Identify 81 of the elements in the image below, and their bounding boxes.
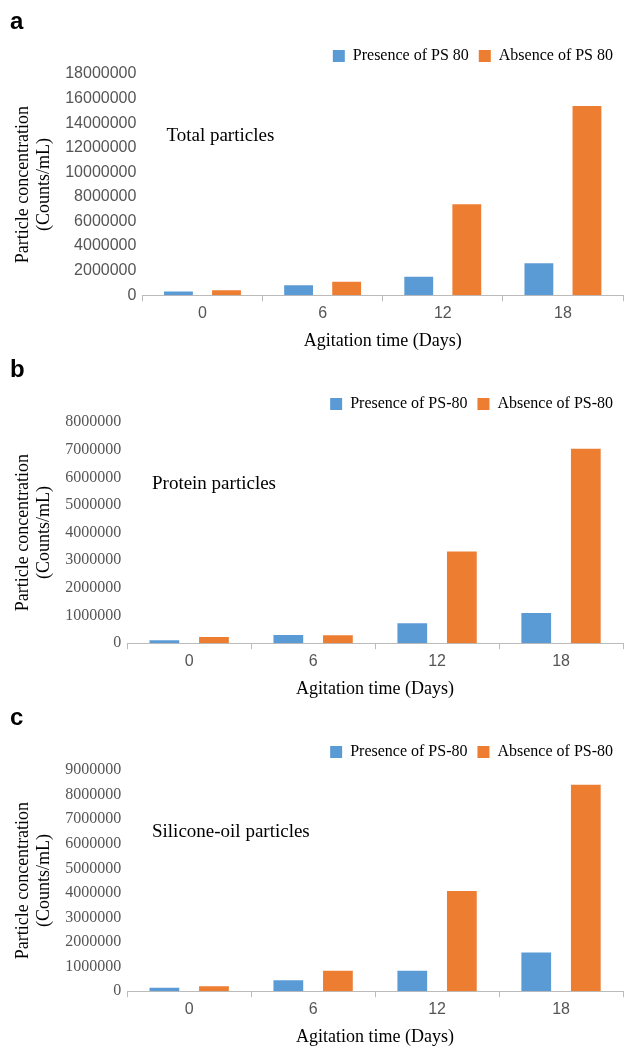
bar (323, 635, 353, 644)
x-tick-label: 18 (552, 652, 571, 670)
bar (446, 890, 477, 992)
y-tick-label: 8000000 (74, 187, 137, 205)
y-tick-label: 10000000 (65, 162, 137, 180)
legend-label: Absence of PS-80 (497, 394, 614, 412)
y-tick-label: 5000000 (65, 495, 122, 513)
x-tick-label: 18 (554, 304, 572, 322)
legend-label: Absence of PS 80 (498, 46, 614, 64)
bar (397, 623, 428, 644)
x-tick-label: 12 (428, 652, 447, 670)
y-tick-label: 5000000 (65, 858, 122, 876)
x-tick-label: 6 (318, 304, 328, 322)
x-tick-label: 6 (308, 652, 318, 670)
bar (524, 263, 554, 296)
legend-label: Absence of PS-80 (497, 742, 614, 760)
text: b (10, 354, 25, 382)
x-axis-title: Agitation time (Days) (296, 677, 455, 699)
bar (284, 285, 314, 296)
y-tick-label: 1000000 (65, 956, 122, 974)
x-tick-label: 18 (552, 1000, 571, 1018)
y-tick-label: 7000000 (65, 439, 122, 457)
bar (521, 613, 552, 644)
y-axis-title: Particle concentration (Counts/mL) (11, 105, 55, 264)
x-tick-label: 12 (428, 1000, 447, 1018)
bar (273, 980, 304, 992)
bar (572, 105, 602, 296)
y-axis-title: Particle concentration (Counts/mL) (11, 453, 55, 612)
bar (521, 952, 552, 992)
y-tick-label: 9000000 (65, 760, 122, 778)
x-tick-label: 12 (433, 304, 452, 322)
y-tick-label: 0 (127, 285, 137, 303)
bar (199, 986, 229, 992)
text: Protein particles (151, 471, 276, 493)
y-tick-label: 7000000 (65, 809, 122, 827)
y-axis-title: Particle concentration (Counts/mL) (11, 801, 55, 960)
y-tick-label: 6000000 (65, 833, 122, 851)
y-tick-label: 8000000 (65, 412, 122, 430)
bar (149, 640, 180, 644)
y-tick-label: 0 (113, 633, 122, 651)
y-tick-label: 6000000 (74, 211, 137, 229)
text: c (10, 702, 24, 730)
bar (212, 290, 241, 296)
legend-label: Presence of PS-80 (350, 742, 468, 760)
y-tick-label: 14000000 (65, 113, 137, 131)
x-axis-title: Agitation time (Days) (296, 1025, 455, 1047)
x-tick-label: 0 (184, 1000, 194, 1018)
bar (570, 784, 601, 992)
y-tick-label: 4000000 (74, 236, 137, 254)
y-tick-label: 3000000 (65, 550, 122, 568)
y-tick-label: 6000000 (65, 467, 122, 485)
bar (570, 448, 601, 644)
x-tick-label: 6 (308, 1000, 318, 1018)
bar (199, 637, 229, 644)
y-tick-label: 0 (113, 981, 122, 999)
x-tick-label: 0 (198, 304, 208, 322)
y-tick-label: 1000000 (65, 605, 122, 623)
y-tick-label: 2000000 (74, 261, 137, 279)
bar (332, 281, 362, 296)
bar (273, 634, 304, 644)
legend-label: Presence of PS-80 (350, 394, 468, 412)
bar (323, 970, 353, 992)
bar (404, 276, 434, 296)
y-tick-label: 18000000 (65, 64, 137, 82)
y-tick-label: 3000000 (65, 907, 122, 925)
y-tick-label: 2000000 (65, 578, 122, 596)
text: Silicone-oil particles (151, 819, 310, 841)
y-tick-label: 12000000 (65, 138, 137, 156)
y-tick-label: 2000000 (65, 932, 122, 950)
text: a (10, 6, 24, 34)
bar (397, 970, 428, 992)
legend-label: Presence of PS 80 (352, 46, 469, 64)
y-tick-label: 4000000 (65, 522, 122, 540)
bar (452, 204, 482, 296)
y-tick-label: 8000000 (65, 784, 122, 802)
text: Total particles (166, 123, 275, 145)
x-tick-label: 0 (184, 652, 194, 670)
x-axis-title: Agitation time (Days) (303, 329, 462, 351)
y-tick-label: 16000000 (65, 88, 137, 106)
bar (446, 551, 477, 644)
y-tick-label: 4000000 (65, 883, 122, 901)
